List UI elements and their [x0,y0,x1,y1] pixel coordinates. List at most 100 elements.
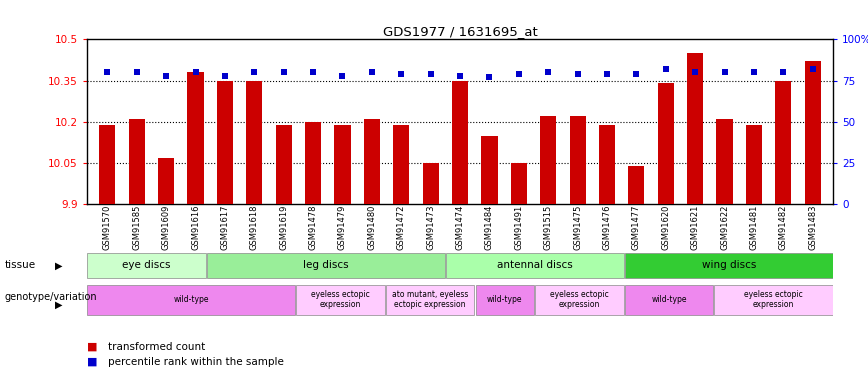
Point [365,69,378,75]
Text: transformed count: transformed count [108,342,206,352]
Bar [445,253,624,278]
Text: GSM91483: GSM91483 [808,204,817,250]
Point [600,71,614,77]
Text: GSM91570: GSM91570 [103,204,112,250]
Text: genotype/variation: genotype/variation [4,292,97,302]
Bar [305,122,321,204]
Bar [625,253,832,278]
Point [424,71,437,77]
Bar [482,136,497,204]
Point [277,69,291,75]
Point [247,69,261,75]
Bar [276,124,292,204]
Text: GSM91609: GSM91609 [161,204,171,250]
Point [776,69,790,75]
Bar [393,124,410,204]
Bar [775,81,792,204]
Bar [217,81,233,204]
Bar [536,285,624,315]
Bar [334,124,351,204]
Bar [88,285,295,315]
Text: eyeless ectopic
expression: eyeless ectopic expression [744,290,803,309]
Text: wild-type: wild-type [174,295,209,304]
Text: wild-type: wild-type [487,295,523,304]
Bar [716,119,733,204]
Text: ▶: ▶ [56,300,62,310]
Point [218,73,232,79]
Bar [88,253,206,278]
Text: tissue: tissue [4,260,36,270]
Text: wing discs: wing discs [701,260,756,270]
Text: GSM91473: GSM91473 [426,204,435,250]
Point [570,71,584,77]
Bar [207,253,444,278]
Point [188,69,202,75]
Bar [247,81,262,204]
Text: GSM91617: GSM91617 [220,204,229,250]
Point [747,69,761,75]
Bar [658,83,674,204]
Text: GSM91618: GSM91618 [250,204,259,250]
Text: ■: ■ [87,342,97,352]
Text: GSM91476: GSM91476 [602,204,611,250]
Point [806,66,819,72]
Bar [540,116,556,204]
Bar [746,124,762,204]
Text: ▶: ▶ [56,260,62,270]
Bar [714,285,832,315]
Point [394,71,408,77]
Bar [187,72,204,204]
Point [542,69,556,75]
Text: GSM91478: GSM91478 [309,204,318,250]
Text: GSM91622: GSM91622 [720,204,729,250]
Bar [296,285,385,315]
Point [130,69,144,75]
Text: ato mutant, eyeless
ectopic expression: ato mutant, eyeless ectopic expression [392,290,469,309]
Text: GSM91482: GSM91482 [779,204,788,250]
Text: GSM91515: GSM91515 [543,204,553,250]
Text: GSM91472: GSM91472 [397,204,405,250]
Bar [599,124,615,204]
Bar [452,81,468,204]
Text: leg discs: leg discs [303,260,348,270]
Text: GSM91620: GSM91620 [661,204,670,250]
Point [512,71,526,77]
Text: ■: ■ [87,357,97,367]
Bar [805,62,821,204]
Bar [158,158,174,204]
Bar [687,53,703,204]
Text: eyeless ectopic
expression: eyeless ectopic expression [312,290,370,309]
Bar [423,163,438,204]
Point [101,69,115,75]
Point [483,74,496,80]
Bar [628,166,644,204]
Text: percentile rank within the sample: percentile rank within the sample [108,357,285,367]
Bar [99,124,115,204]
Bar [625,285,713,315]
Bar [569,116,586,204]
Title: GDS1977 / 1631695_at: GDS1977 / 1631695_at [383,25,537,38]
Text: GSM91585: GSM91585 [132,204,141,250]
Point [688,69,702,75]
Text: wild-type: wild-type [651,295,687,304]
Bar [386,285,475,315]
Point [159,73,173,79]
Bar [476,285,534,315]
Text: GSM91474: GSM91474 [456,204,464,250]
Point [659,66,673,72]
Text: GSM91491: GSM91491 [515,204,523,250]
Point [718,69,732,75]
Bar [364,119,380,204]
Point [336,73,350,79]
Text: antennal discs: antennal discs [496,260,573,270]
Text: GSM91616: GSM91616 [191,204,200,250]
Bar [510,163,527,204]
Text: GSM91621: GSM91621 [691,204,700,250]
Text: GSM91475: GSM91475 [573,204,582,250]
Point [629,71,643,77]
Point [306,69,320,75]
Text: eyeless ectopic
expression: eyeless ectopic expression [550,290,608,309]
Text: eye discs: eye discs [122,260,171,270]
Text: GSM91477: GSM91477 [632,204,641,250]
Point [453,73,467,79]
